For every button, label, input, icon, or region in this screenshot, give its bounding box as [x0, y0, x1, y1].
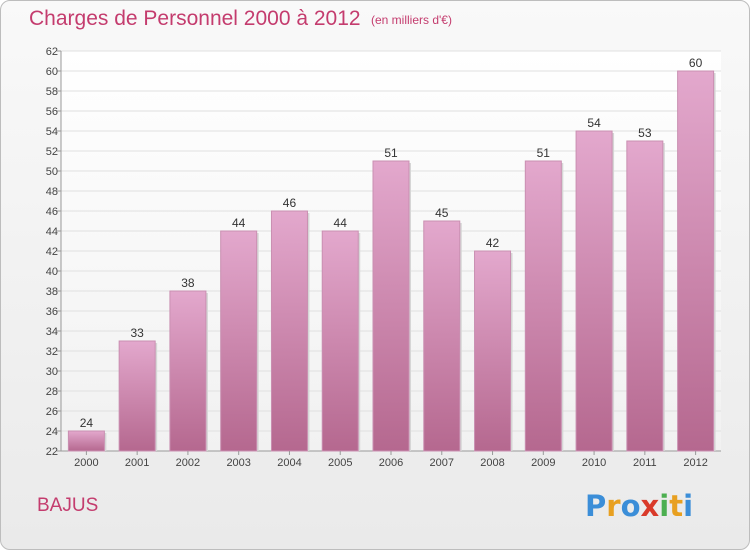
x-tick-label: 2009: [531, 457, 555, 469]
y-tick-label: 46: [46, 206, 58, 218]
y-tick-label: 34: [46, 326, 58, 338]
x-tick-label: 2003: [226, 457, 250, 469]
y-tick-label: 42: [46, 246, 58, 258]
bar-2002: [169, 290, 207, 452]
data-label: 42: [486, 236, 500, 250]
y-tick-label: 40: [46, 266, 58, 278]
svg-text:Proxiti: Proxiti: [585, 489, 693, 523]
y-tick-label: 54: [46, 126, 58, 138]
y-tick-label: 56: [46, 106, 58, 118]
bar-2003: [220, 230, 258, 452]
bar-2008: [474, 250, 512, 452]
data-label: 51: [537, 146, 551, 160]
bar-2010: [575, 130, 613, 452]
chart-subtitle: (en milliers d'€): [371, 13, 452, 27]
y-tick-label: 48: [46, 186, 58, 198]
data-label: 51: [384, 146, 398, 160]
commune-name: BAJUS: [37, 495, 99, 516]
data-label: 38: [181, 276, 195, 290]
bar-2012: [677, 70, 715, 452]
x-tick-label: 2012: [683, 457, 707, 469]
data-label: 60: [689, 56, 703, 70]
x-tick-label: 2005: [328, 457, 352, 469]
bar-2011: [626, 140, 664, 452]
data-label: 24: [80, 416, 94, 430]
bar-2005: [321, 230, 359, 452]
y-tick-label: 26: [46, 406, 58, 418]
bar-2006: [372, 160, 410, 452]
x-tick-label: 2010: [582, 457, 606, 469]
y-tick-label: 50: [46, 166, 58, 178]
bar-2000: [67, 430, 105, 452]
x-tick-label: 2008: [480, 457, 504, 469]
x-tick-label: 2007: [430, 457, 454, 469]
y-tick-label: 52: [46, 146, 58, 158]
x-tick-label: 2000: [74, 457, 98, 469]
chart-title: Charges de Personnel 2000 à 2012: [29, 7, 361, 30]
proxiti-logo: Proxiti: [583, 485, 693, 525]
x-tick-label: 2001: [125, 457, 149, 469]
proxiti-logo-graphic: Proxiti: [585, 489, 693, 523]
x-tick-label: 2011: [633, 457, 657, 469]
y-tick-label: 60: [46, 66, 58, 78]
x-tick-label: 2004: [277, 457, 301, 469]
y-tick-label: 38: [46, 286, 58, 298]
bar-2001: [118, 340, 156, 452]
y-tick-label: 36: [46, 306, 58, 318]
y-tick-label: 30: [46, 366, 58, 378]
y-tick-label: 28: [46, 386, 58, 398]
data-label: 44: [334, 216, 348, 230]
data-label: 46: [283, 196, 297, 210]
y-tick-label: 58: [46, 86, 58, 98]
y-tick-label: 22: [46, 446, 58, 458]
data-label: 45: [435, 206, 449, 220]
data-label: 53: [638, 126, 652, 140]
y-tick-label: 44: [46, 226, 58, 238]
y-tick-label: 62: [46, 46, 58, 58]
y-tick-label: 24: [46, 426, 58, 438]
y-tick-label: 32: [46, 346, 58, 358]
bar-2004: [270, 210, 308, 452]
x-tick-label: 2002: [176, 457, 200, 469]
bar-2007: [423, 220, 461, 452]
data-label: 54: [587, 116, 601, 130]
data-label: 44: [232, 216, 246, 230]
data-label: 33: [130, 326, 144, 340]
bar-2009: [524, 160, 562, 452]
x-tick-label: 2006: [379, 457, 403, 469]
